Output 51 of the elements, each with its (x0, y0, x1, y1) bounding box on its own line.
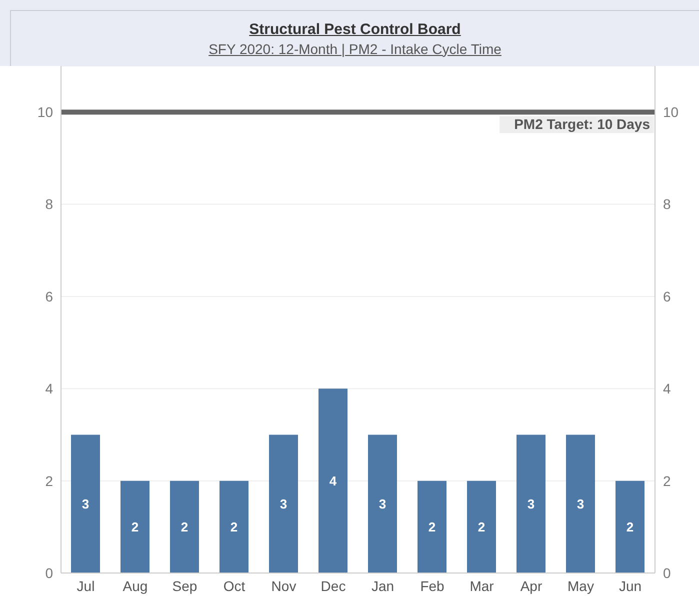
data-label: 3 (82, 496, 90, 512)
bar (120, 480, 150, 573)
data-label: 3 (527, 496, 535, 512)
y-tick-label: 2 (45, 472, 54, 489)
x-tick-label: Jun (618, 578, 642, 594)
data-label: 3 (576, 496, 584, 512)
y-tick-label: 8 (45, 196, 54, 212)
bar (467, 480, 496, 573)
data-label: 3 (280, 496, 288, 512)
y2-tick-label: 8 (663, 196, 671, 212)
y-tick-label: 10 (37, 104, 54, 120)
data-label: 2 (230, 520, 238, 535)
bar (368, 434, 397, 573)
y2-tick-label: 10 (663, 104, 679, 120)
data-label: 3 (378, 496, 386, 512)
y2-tick-label: 6 (663, 288, 671, 304)
x-tick-label: May (568, 578, 594, 594)
bar (71, 434, 100, 573)
x-tick-label: Jan (371, 578, 394, 594)
x-tick-label: Mar (470, 578, 494, 594)
data-label: 2 (131, 520, 139, 535)
x-tick-label: Feb (420, 578, 445, 594)
x-tick-label: Dec (320, 578, 346, 594)
data-label: 2 (428, 520, 436, 535)
y-tick-label: 4 (45, 380, 54, 397)
x-tick-label: Oct (223, 578, 246, 594)
data-label: 2 (626, 520, 634, 535)
y-tick-label: 0 (45, 564, 54, 581)
x-tick-label: Jul (76, 578, 95, 594)
chart-subtitle: SFY 2020: 12-Month | PM2 - Intake Cycle Time (208, 40, 502, 56)
bar (318, 388, 348, 573)
data-label: 2 (180, 520, 188, 535)
bar (418, 480, 446, 573)
chart-title: Structural Pest Control Board (249, 20, 461, 38)
y-tick-label: 6 (45, 288, 54, 304)
y2-tick-label: 0 (663, 564, 671, 581)
x-tick-label: Apr (520, 578, 542, 594)
x-tick-label: Nov (271, 578, 296, 594)
y2-tick-label: 2 (663, 472, 671, 489)
ref-line-label: PM2 Target: 10 Days (514, 116, 650, 132)
data-label: 2 (478, 520, 486, 535)
y2-tick-label: 4 (663, 380, 671, 397)
bar (170, 480, 199, 573)
bar (566, 434, 595, 573)
x-tick-label: Sep (172, 578, 198, 594)
x-tick-label: Aug (122, 578, 148, 594)
bar (220, 480, 248, 573)
bar (269, 434, 298, 573)
data-label: 4 (329, 473, 338, 488)
bar (516, 434, 546, 573)
bar (616, 480, 644, 573)
